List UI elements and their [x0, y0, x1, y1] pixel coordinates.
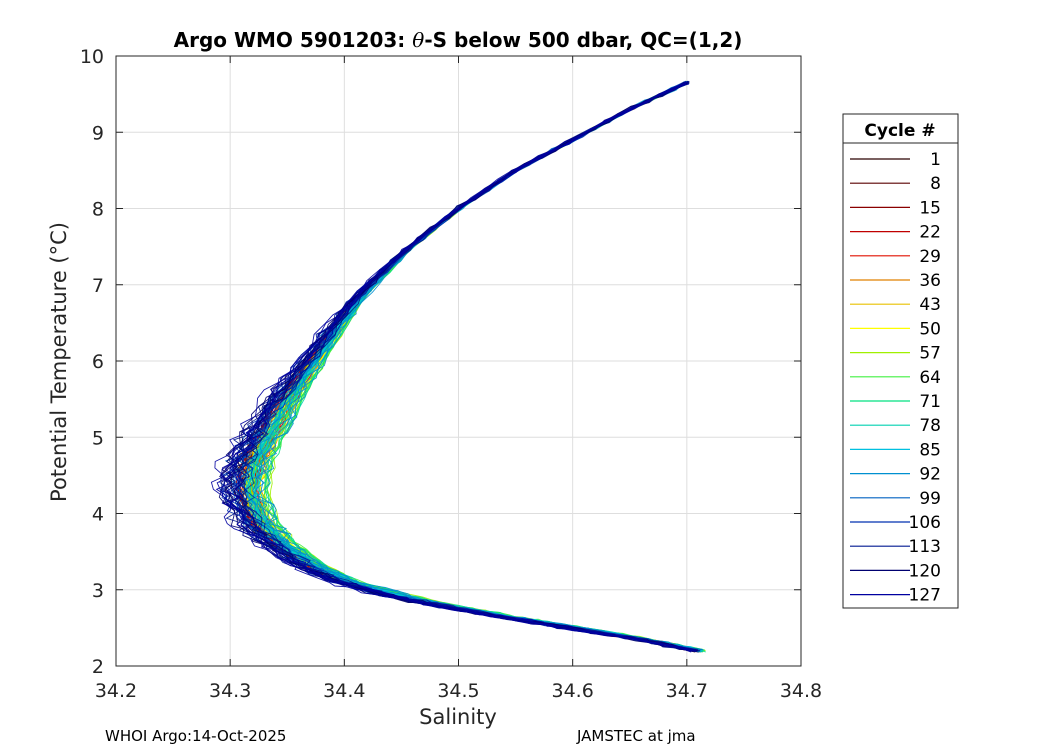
x-tick-label: 34.8 [780, 680, 822, 702]
y-axis-label: Potential Temperature (°C) [47, 222, 71, 502]
legend-label-113: 113 [909, 537, 941, 557]
profile-line-cycle-127 [216, 81, 696, 652]
legend-label-64: 64 [919, 368, 941, 388]
legend-label-99: 99 [919, 489, 941, 509]
y-tick-label: 2 [92, 656, 104, 678]
legend-label-78: 78 [919, 416, 941, 436]
legend-label-120: 120 [909, 561, 941, 581]
axis-ticks: 34.2 34.3 34.4 34.5 34.6 34.7 34.8 2 3 4 5 6 7 8 9 10 [80, 46, 822, 702]
x-tick-label: 34.7 [666, 680, 708, 702]
profile-lines [210, 80, 706, 653]
profile-line-cycle-113 [237, 83, 697, 651]
x-axis-label: Salinity [419, 705, 497, 729]
profile-line-cycle-127 [210, 82, 688, 650]
profile-line-cycle-127 [226, 81, 695, 652]
x-tick-label: 34.2 [95, 680, 137, 702]
chart-title: Argo WMO 5901203: θ-S below 500 dbar, QC… [174, 28, 743, 52]
legend-label-8: 8 [930, 174, 941, 194]
y-tick-label: 3 [92, 580, 104, 602]
y-tick-label: 4 [92, 504, 104, 526]
y-tick-label: 9 [92, 122, 104, 144]
y-tick-label: 6 [92, 351, 104, 373]
legend-label-71: 71 [919, 392, 941, 412]
legend-title: Cycle # [864, 121, 935, 141]
x-tick-label: 34.6 [552, 680, 594, 702]
legend-label-57: 57 [919, 344, 941, 364]
legend-label-1: 1 [930, 150, 941, 170]
legend-label-92: 92 [919, 465, 941, 485]
footer-right: JAMSTEC at jma [576, 727, 696, 745]
legend-box [842, 113, 959, 609]
y-tick-label: 8 [92, 199, 104, 221]
y-tick-label: 5 [92, 427, 104, 449]
legend-label-50: 50 [919, 319, 941, 339]
legend-label-43: 43 [919, 295, 941, 315]
legend-label-106: 106 [909, 513, 941, 533]
legend: Cycle # 18152229364350576471788592991061… [842, 113, 959, 609]
x-tick-label: 34.3 [209, 680, 251, 702]
y-tick-label: 10 [80, 46, 104, 68]
legend-label-22: 22 [919, 223, 941, 243]
legend-items: 1 8 15 22 29 36 43 50 57 64 71 78 85 92 99 106 113 120 127 [850, 150, 941, 606]
legend-label-36: 36 [919, 271, 941, 291]
legend-label-85: 85 [919, 440, 941, 460]
x-tick-label: 34.4 [323, 680, 365, 702]
footer-left: WHOI Argo:14-Oct-2025 [105, 727, 286, 745]
legend-label-15: 15 [919, 198, 941, 218]
legend-label-29: 29 [919, 247, 941, 267]
legend-label-127: 127 [909, 586, 941, 606]
x-tick-label: 34.5 [437, 680, 479, 702]
y-tick-label: 7 [92, 275, 104, 297]
